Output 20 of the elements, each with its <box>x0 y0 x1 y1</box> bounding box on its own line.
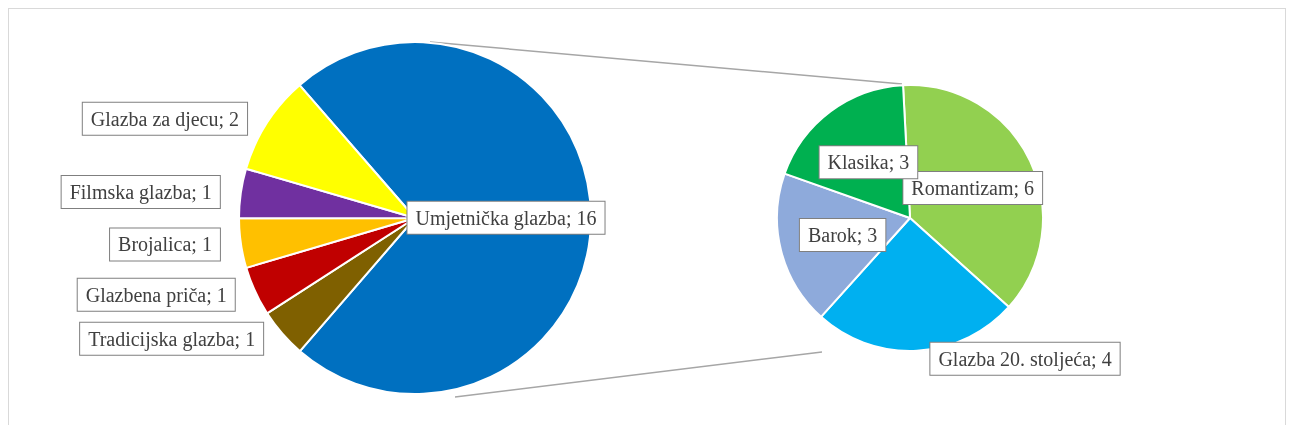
slice-label: Glazba 20. stoljeća <box>938 347 1092 371</box>
slice-label: Klasika <box>827 151 889 174</box>
data-label: ; 1 <box>234 327 256 350</box>
data-label: ; 3 <box>856 224 878 247</box>
slice-label: Glazba za djecu <box>90 107 219 131</box>
slice-label: Glazbena priča <box>85 283 207 307</box>
data-label: ; 16 <box>565 206 597 229</box>
data-label: ; 1 <box>206 283 227 306</box>
data-label: ; 3 <box>888 151 910 174</box>
slice-label: Brojalica <box>118 233 192 257</box>
slice-label: Tradicijska glazba <box>88 327 235 351</box>
data-label: ; 4 <box>1091 347 1112 370</box>
data-label: ; 2 <box>218 107 240 130</box>
data-label: ; 1 <box>191 181 212 204</box>
slice-label: Barok <box>807 224 857 247</box>
slice-label: Romantizam <box>911 177 1014 200</box>
data-label: ; 1 <box>191 233 212 256</box>
data-label: ; 6 <box>1013 177 1035 200</box>
slice-label: Umjetnička glazba <box>415 206 567 230</box>
slice-label: Filmska glazba <box>69 181 192 205</box>
